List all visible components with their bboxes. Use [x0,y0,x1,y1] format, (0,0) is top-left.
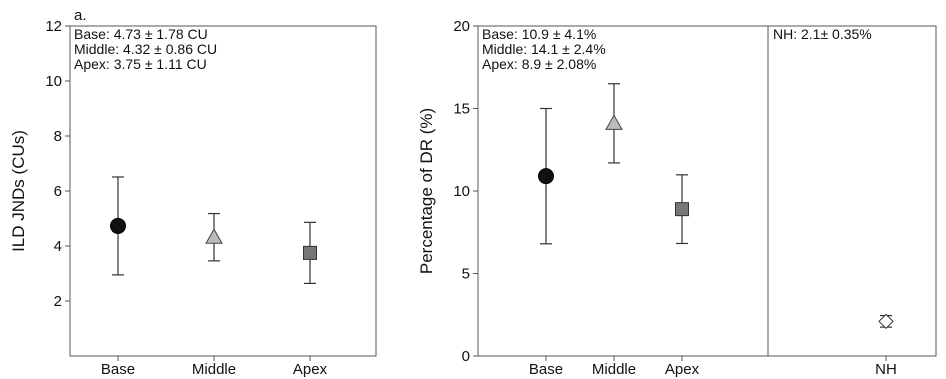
panel-a-xtick-label: Middle [192,361,236,378]
panel-b-ytick-label: 0 [462,348,470,365]
panel-a-label: a. [74,7,87,24]
panel-a-ytick-label: 12 [45,18,62,35]
panel-a-marker-middle [205,228,223,244]
panel-a-xtick-label: Apex [293,361,328,378]
panel-b-xtick-label: Apex [665,361,700,378]
panel-a-ytick-label: 6 [54,183,62,200]
panel-a-marker-apex [303,245,317,260]
panel-b-annotation: Middle: 14.1 ± 2.4% [482,41,606,57]
panel-b-frame [477,25,937,357]
panel-b-marker-nh [878,313,894,330]
panel-b-ytick-label: 15 [453,101,470,118]
panel-b-annotation: Apex: 8.9 ± 2.08% [482,56,596,72]
panel-b-ytick-label: 10 [453,183,470,200]
panel-a-ytick-label: 4 [54,238,62,255]
panel-a-ytick-label: 8 [54,128,62,145]
panel-a-annotation: Base: 4.73 ± 1.78 CU [74,26,208,42]
panel-b-ytick-label: 5 [462,266,470,283]
panel-a-frame [69,25,377,357]
panel-a-ytick-label: 10 [45,73,62,90]
panel-b-ylabel: Percentage of DR (%) [417,108,436,274]
panel-b-ytick-label: 20 [453,18,470,35]
panel-b-xtick-label: NH [875,361,897,378]
panel-a-xtick-label: Base [101,361,135,378]
panel-b-xtick-label: Base [529,361,563,378]
panel-b-marker-base [538,168,554,185]
panel-b-annotation: Base: 10.9 ± 4.1% [482,26,596,42]
panel-b-annotation-nh: NH: 2.1± 0.35% [773,26,872,42]
panel-b-xtick-label: Middle [592,361,636,378]
panel-a-ylabel: ILD JNDs (CUs) [9,130,28,252]
panel-a-ytick-label: 2 [54,293,62,310]
panel-b-marker-middle [605,114,623,130]
panel-a-annotation: Middle: 4.32 ± 0.86 CU [74,41,217,57]
panel-a-marker-base [110,217,126,234]
panel-a-annotation: Apex: 3.75 ± 1.11 CU [74,56,207,72]
panel-b-marker-apex [675,202,689,217]
